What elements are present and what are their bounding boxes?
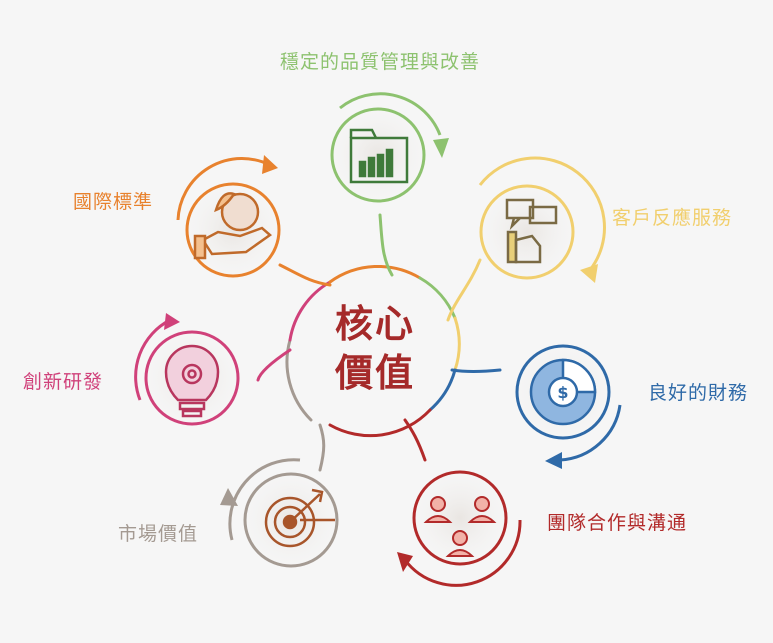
folder-bar-chart-icon <box>349 128 409 184</box>
connectors <box>256 213 502 472</box>
node-market-arc <box>228 458 301 541</box>
node-customer[interactable] <box>469 156 606 290</box>
node-market-ring <box>243 472 339 568</box>
node-teamwork-arc <box>403 519 522 587</box>
node-teamwork-label: 團隊合作與溝通 <box>547 512 687 534</box>
node-standards-halo <box>175 172 291 288</box>
node-customer-arc <box>478 156 606 271</box>
node-teamwork-arrowhead <box>397 552 413 572</box>
node-innovation-ring <box>144 330 240 426</box>
node-standards-ring <box>185 182 281 278</box>
node-quality-arrowhead <box>433 138 449 158</box>
node-teamwork-ring <box>412 470 508 566</box>
node-standards-arrowhead <box>262 155 278 174</box>
center-title-line1: 核心 <box>335 302 415 346</box>
node-standards[interactable] <box>175 155 291 288</box>
center-hub <box>285 264 461 438</box>
node-innovation[interactable] <box>134 313 250 436</box>
gear-lightbulb-icon <box>164 344 220 418</box>
node-standards-arc <box>176 157 271 221</box>
node-customer-ring <box>479 184 575 280</box>
node-quality-label: 穩定的品質管理與改善 <box>280 51 480 73</box>
node-market[interactable] <box>220 458 349 578</box>
node-market-label: 市場價值 <box>118 523 198 545</box>
hand-globe-leaf-icon <box>193 192 273 260</box>
target-arrow-icon <box>264 488 335 548</box>
node-innovation-arrowhead <box>164 313 180 330</box>
node-teamwork[interactable] <box>397 460 522 587</box>
node-teamwork-halo <box>402 460 518 576</box>
node-innovation-label: 創新研發 <box>23 371 103 393</box>
node-finance-arc <box>559 404 622 462</box>
team-people-icon <box>423 496 497 557</box>
dollar-pie-chart-icon: $ <box>529 358 597 426</box>
feedback-speech-hand-icon <box>505 198 558 264</box>
node-finance-label: 良好的財務 <box>648 382 748 404</box>
node-innovation-arc <box>134 318 171 401</box>
node-finance[interactable]: $ <box>505 334 622 469</box>
node-standards-label: 國際標準 <box>73 191 153 213</box>
node-customer-label: 客戶反應服務 <box>612 206 732 229</box>
node-quality-ring <box>330 107 426 203</box>
center-title-line2: 價值 <box>334 351 415 395</box>
node-customer-arrowhead <box>580 264 598 283</box>
node-quality-arc <box>339 92 442 136</box>
node-finance-arrowhead <box>545 452 562 469</box>
node-quality[interactable] <box>320 92 449 213</box>
svg-text:$: $ <box>557 383 568 402</box>
node-market-arrowhead <box>220 488 238 506</box>
node-finance-ring <box>515 344 611 440</box>
node-customer-halo <box>469 174 585 290</box>
